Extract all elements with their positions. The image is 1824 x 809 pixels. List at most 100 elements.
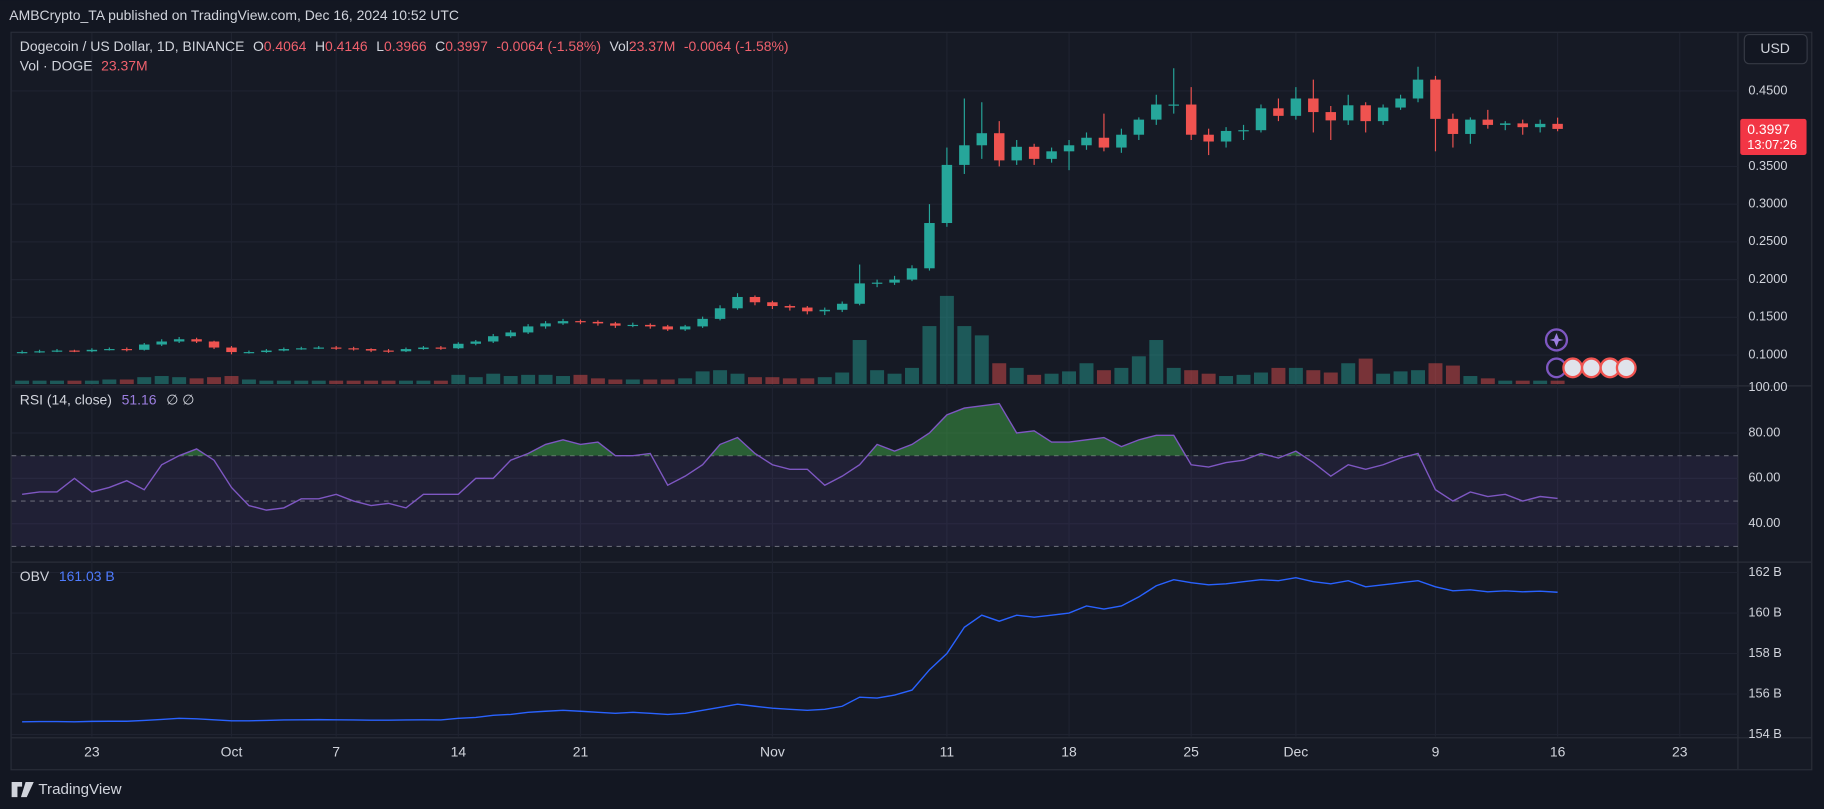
candle-body bbox=[836, 303, 848, 310]
y-tick-label: 156 B bbox=[1748, 685, 1781, 700]
candle-body bbox=[1238, 130, 1249, 132]
candle-body bbox=[819, 309, 830, 312]
publish-info: AMBCrypto_TA published on TradingView.co… bbox=[9, 7, 459, 23]
candle-body bbox=[1203, 134, 1214, 142]
vol-change: -0.0064 (-1.58%) bbox=[684, 37, 789, 53]
candle-body bbox=[1273, 108, 1284, 116]
x-tick-label: 7 bbox=[332, 744, 340, 760]
volume-bar bbox=[957, 326, 972, 385]
candle-body bbox=[976, 133, 988, 146]
x-tick-label: 23 bbox=[84, 744, 100, 760]
volume-bar bbox=[608, 379, 623, 385]
x-tick-label: 21 bbox=[573, 744, 589, 760]
candle-body bbox=[1220, 130, 1232, 142]
x-tick-label: Oct bbox=[221, 744, 243, 760]
volume-bar bbox=[695, 371, 710, 385]
volume-bar bbox=[1358, 358, 1373, 385]
event-icon[interactable] bbox=[1544, 328, 1569, 352]
volume-bar bbox=[1288, 367, 1303, 385]
candle-body bbox=[941, 164, 953, 224]
candle-body bbox=[557, 321, 569, 324]
volume-bar bbox=[329, 380, 344, 385]
candle-body bbox=[854, 283, 865, 304]
candle-body bbox=[1377, 107, 1389, 122]
candle-body bbox=[1517, 123, 1528, 128]
volume-bar bbox=[538, 374, 553, 385]
candle-body bbox=[1430, 79, 1441, 119]
flag-icon[interactable] bbox=[1615, 357, 1637, 379]
candle-body bbox=[51, 350, 63, 352]
candle-body bbox=[1133, 119, 1145, 135]
candle-body bbox=[1308, 98, 1319, 113]
candle-body bbox=[714, 308, 726, 319]
x-tick-label: 23 bbox=[1672, 744, 1688, 760]
y-tick-label: 40.00 bbox=[1748, 515, 1780, 530]
candle-body bbox=[86, 349, 98, 352]
obv-value: 161.03 B bbox=[59, 568, 115, 584]
candle-body bbox=[749, 296, 761, 303]
candle-body bbox=[610, 323, 621, 326]
candle-body bbox=[1063, 145, 1075, 152]
candle-body bbox=[191, 339, 202, 342]
indicator-line bbox=[22, 576, 1558, 723]
candle-body bbox=[592, 321, 604, 324]
volume-bar bbox=[381, 380, 396, 385]
volume-bar bbox=[364, 380, 379, 385]
symbol-legend: Dogecoin / US Dollar, 1D, BINANCE O0.406… bbox=[20, 37, 789, 53]
obv-title: OBV bbox=[20, 568, 50, 584]
candle-body bbox=[1290, 98, 1302, 116]
volume-bar bbox=[1428, 363, 1443, 385]
volume-bar bbox=[643, 379, 658, 385]
volume-bar bbox=[1393, 371, 1408, 385]
volume-bar bbox=[1498, 380, 1513, 385]
candle-body bbox=[1360, 105, 1371, 122]
volume-bar bbox=[974, 335, 989, 385]
indicator-line bbox=[22, 402, 1558, 511]
candle-body bbox=[1325, 112, 1337, 121]
y-tick-label: 158 B bbox=[1748, 645, 1781, 660]
volume-bar bbox=[800, 378, 815, 385]
event-icons bbox=[1544, 328, 1637, 379]
candle-body bbox=[505, 332, 516, 337]
volume-bar bbox=[1323, 372, 1338, 385]
x-tick-label: Nov bbox=[760, 744, 785, 760]
currency-button[interactable] bbox=[1743, 33, 1808, 65]
grid bbox=[11, 32, 1738, 737]
overbought-fill bbox=[179, 403, 1420, 456]
candle-body bbox=[1046, 151, 1057, 159]
volume-bar bbox=[1149, 340, 1164, 385]
flag-icon[interactable] bbox=[1562, 357, 1584, 379]
brand-name: TradingView bbox=[38, 781, 121, 798]
flag-icon[interactable] bbox=[1580, 357, 1602, 379]
volume-bar bbox=[84, 380, 99, 385]
event-icon-glyph bbox=[1549, 332, 1564, 347]
chart-frame bbox=[10, 31, 1813, 771]
volume-bar bbox=[765, 377, 780, 385]
volume-bar bbox=[1480, 378, 1495, 385]
volume-bar bbox=[905, 367, 919, 385]
volume-bar bbox=[1166, 367, 1181, 385]
candles bbox=[16, 66, 1563, 355]
candle-body bbox=[732, 296, 743, 309]
ohlc-value: 0.3966 bbox=[384, 37, 427, 53]
candle-body bbox=[104, 349, 115, 351]
candle-body bbox=[1028, 146, 1040, 159]
candle-body bbox=[1395, 98, 1406, 108]
volume-bar bbox=[747, 377, 762, 385]
candle-body bbox=[1482, 119, 1494, 125]
candle-body bbox=[435, 347, 447, 349]
volume-bar bbox=[1027, 374, 1042, 385]
x-tick-label: 18 bbox=[1061, 744, 1077, 760]
candle-body bbox=[1255, 108, 1267, 131]
y-tick-label: 0.2000 bbox=[1748, 271, 1787, 286]
volume-bar bbox=[1114, 367, 1129, 385]
candle-body bbox=[1412, 79, 1424, 99]
x-tick-label: 11 bbox=[940, 744, 955, 760]
volume-bar bbox=[713, 370, 728, 385]
y-tick-label: 80.00 bbox=[1748, 424, 1780, 439]
candle-body bbox=[1342, 105, 1354, 121]
volume-bar bbox=[172, 377, 187, 385]
x-tick-label: Dec bbox=[1283, 744, 1308, 760]
candle-body bbox=[767, 302, 778, 307]
